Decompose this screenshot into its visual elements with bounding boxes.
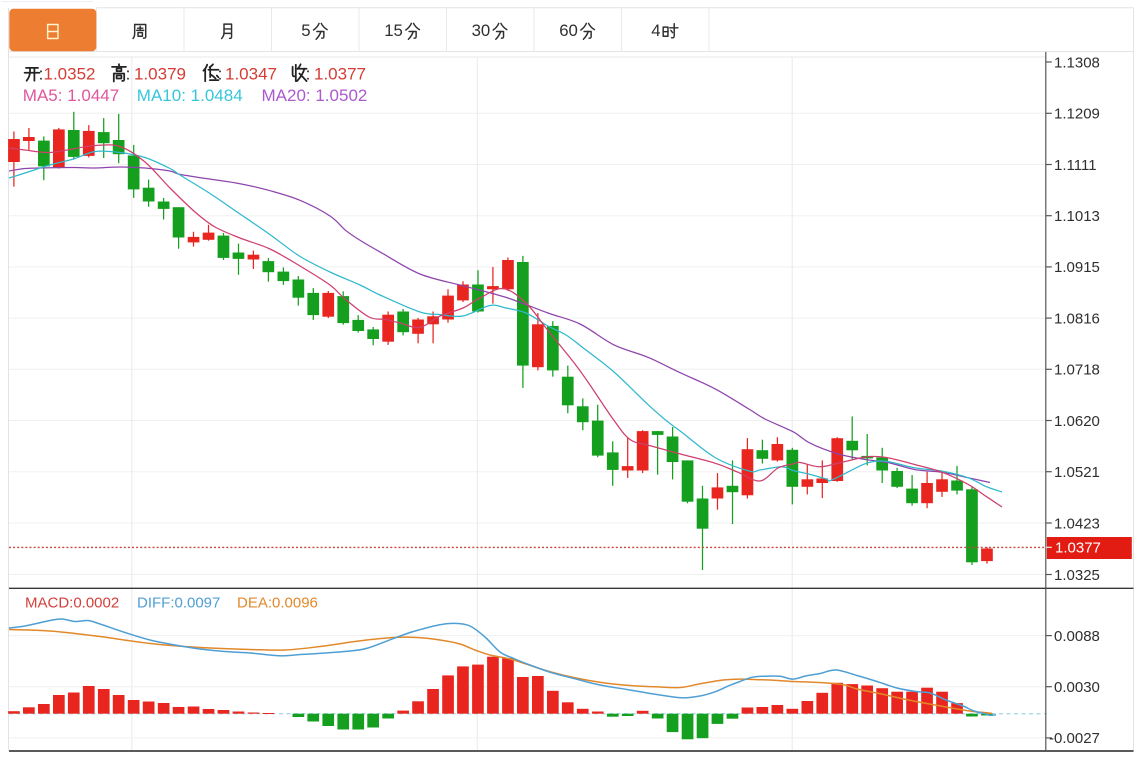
svg-text:1.1111: 1.1111 <box>1054 157 1097 174</box>
svg-text:0.0030: 0.0030 <box>1054 679 1100 696</box>
svg-text:1.1013: 1.1013 <box>1054 208 1100 225</box>
svg-text:1.1308: 1.1308 <box>1054 54 1100 71</box>
svg-text:1.0325: 1.0325 <box>1054 567 1100 584</box>
svg-text:1.0379: 1.0379 <box>134 65 186 84</box>
svg-text:4: 4 <box>651 21 660 40</box>
svg-text:DEA:0.0096: DEA:0.0096 <box>237 595 318 612</box>
svg-text:MACD:0.0002: MACD:0.0002 <box>25 595 119 612</box>
svg-text:MA10: 1.0484: MA10: 1.0484 <box>137 86 243 105</box>
svg-text::: : <box>39 65 44 84</box>
svg-text:1.0423: 1.0423 <box>1054 515 1100 532</box>
svg-text:1.0620: 1.0620 <box>1054 413 1100 430</box>
svg-text:1.0816: 1.0816 <box>1054 310 1100 327</box>
svg-text:1.0347: 1.0347 <box>225 65 277 84</box>
svg-text::: : <box>306 65 311 84</box>
svg-text:1.0915: 1.0915 <box>1054 259 1100 276</box>
svg-text::: : <box>126 65 131 84</box>
svg-text:DIFF:0.0097: DIFF:0.0097 <box>137 595 220 612</box>
svg-text:MA20: 1.0502: MA20: 1.0502 <box>262 86 368 105</box>
svg-text:1.0377: 1.0377 <box>314 65 366 84</box>
svg-text:60: 60 <box>559 21 578 40</box>
svg-text:30: 30 <box>472 21 491 40</box>
svg-text:1.0352: 1.0352 <box>44 65 96 84</box>
svg-text:MA5: 1.0447: MA5: 1.0447 <box>23 86 119 105</box>
svg-text:0.0088: 0.0088 <box>1054 628 1100 645</box>
svg-text::: : <box>218 65 223 84</box>
svg-text:15: 15 <box>384 21 403 40</box>
svg-text:1.0521: 1.0521 <box>1054 464 1100 481</box>
svg-text:1.0718: 1.0718 <box>1054 362 1100 379</box>
svg-text:5: 5 <box>301 21 310 40</box>
svg-text:-0.0027: -0.0027 <box>1049 730 1100 747</box>
svg-text:1.0377: 1.0377 <box>1055 540 1101 557</box>
svg-text:1.1209: 1.1209 <box>1054 106 1100 123</box>
